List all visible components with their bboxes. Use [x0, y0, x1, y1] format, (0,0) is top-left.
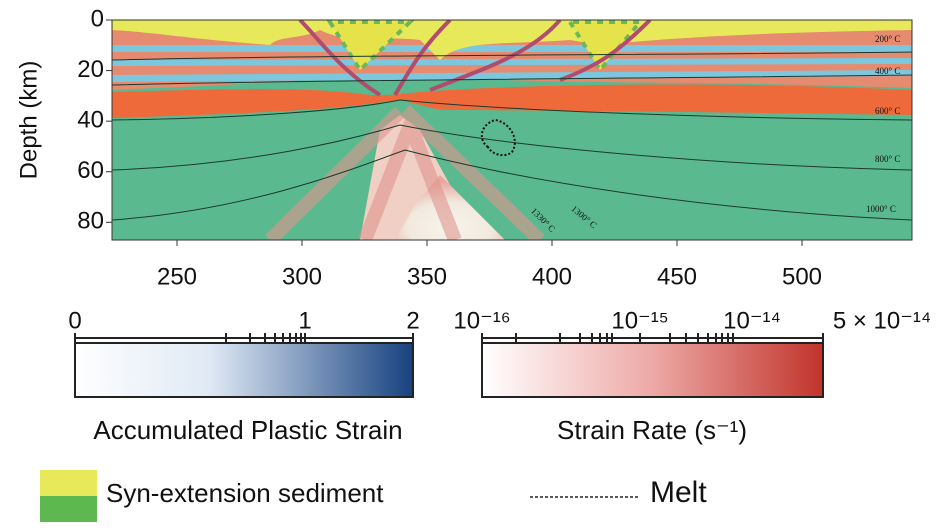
colorbar-strain [75, 343, 413, 397]
section-field [112, 20, 912, 240]
y-tick-label: 80 [77, 208, 104, 235]
colorbar-label: Strain Rate (s⁻¹) [557, 415, 747, 445]
isotherm-label: 1000° C [866, 204, 896, 214]
colorbar-label: Accumulated Plastic Strain [93, 415, 402, 445]
colorbar-strain-rate [482, 343, 823, 397]
isotherm-label: 400° C [875, 66, 900, 76]
colorbar-ticks [482, 333, 823, 343]
colorbar-tick-label: 2 [406, 307, 419, 334]
x-tick-label: 350 [407, 263, 447, 290]
x-tick-label: 300 [282, 263, 322, 290]
x-tick-label: 400 [532, 263, 572, 290]
isotherm-label: 200° C [875, 34, 900, 44]
x-tick-label: 250 [157, 263, 197, 290]
colorbar-tick-label: 5 × 10⁻¹⁴ [833, 307, 931, 334]
y-tick-label: 0 [91, 5, 104, 32]
colorbar-tick-label: 0 [68, 307, 81, 334]
figure: 200° C 400° C 600° C 800° C 1000° C 1 300… [0, 0, 948, 526]
colorbar-tick-label: 1 [298, 307, 311, 334]
x-tick-label: 500 [782, 263, 822, 290]
y-axis-label: Depth (km) [15, 61, 42, 180]
y-tick-label: 60 [77, 157, 104, 184]
colorbar-tick-label: 10⁻¹⁶ [453, 307, 510, 334]
y-tick-label: 20 [77, 56, 104, 83]
colorbar-ticks [75, 333, 413, 343]
isotherm-label: 800° C [875, 154, 900, 164]
colorbar-tick-label: 10⁻¹⁴ [723, 307, 781, 334]
legend-label: Melt [650, 476, 707, 509]
legend-swatch [40, 496, 97, 522]
legend-swatch [40, 470, 97, 496]
legend-label: Syn-extension sediment [106, 478, 384, 508]
colorbar-tick-label: 10⁻¹⁵ [611, 307, 668, 334]
y-tick-label: 40 [77, 106, 104, 133]
isotherm-label: 600° C [875, 106, 900, 116]
x-tick-label: 450 [657, 263, 697, 290]
